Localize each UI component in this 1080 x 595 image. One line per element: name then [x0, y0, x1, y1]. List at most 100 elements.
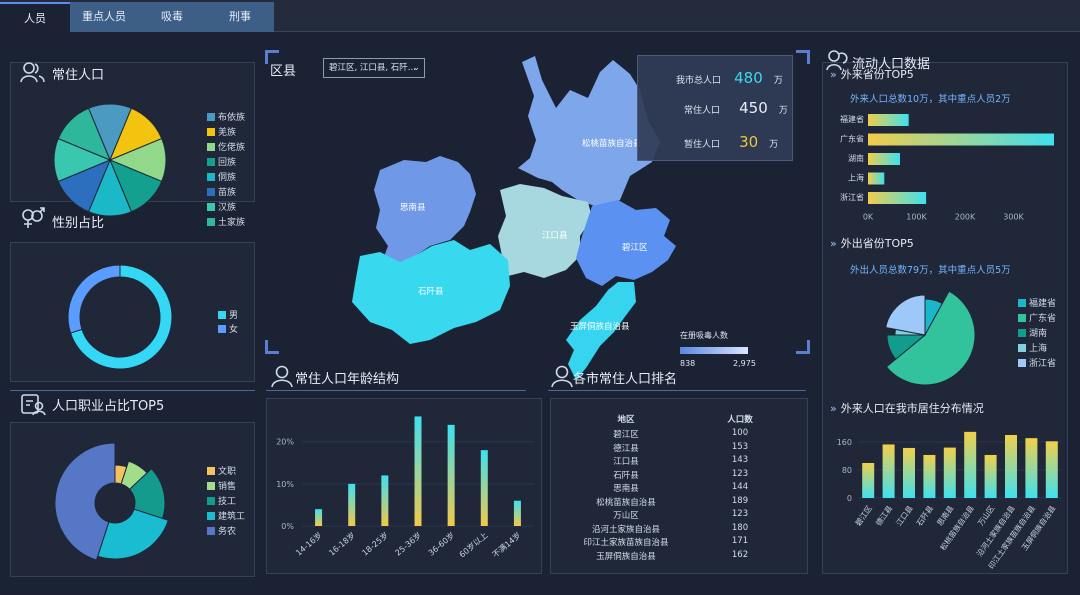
occupation-legend-item[interactable]: 销售 — [207, 479, 236, 492]
stat-row-resident: 常住人口 450 万 — [684, 98, 788, 117]
table-cell-population: 123 — [731, 468, 749, 479]
outbound-legend-item[interactable]: 上海 — [1018, 341, 1047, 354]
outbound-legend-item[interactable]: 湖南 — [1018, 326, 1047, 339]
occupation-legend-item[interactable]: 务农 — [207, 524, 236, 537]
map-corner-br — [796, 340, 810, 354]
outbound-legend-item[interactable]: 浙江省 — [1018, 356, 1056, 369]
legend-label: 布依族 — [218, 113, 246, 123]
legend-label: 男 — [229, 311, 239, 321]
dist-bar — [882, 444, 895, 498]
table-cell-region: 江口县 — [613, 457, 639, 467]
district-select[interactable]: 碧江区, 江口县, 石阡... ⌄ — [323, 58, 425, 78]
age-bar — [513, 500, 521, 526]
inbound-category-label: 湖南 — [848, 153, 864, 163]
table-cell-region: 沿河土家族自治县 — [591, 524, 660, 535]
legend-swatch — [1018, 329, 1026, 337]
legend-label: 汉族 — [218, 203, 237, 213]
table-cell-population: 100 — [731, 428, 749, 438]
stat-unit-total: 万 — [773, 76, 783, 86]
tab-criminal[interactable]: 刑事 — [206, 2, 274, 32]
tab-key-personnel[interactable]: 重点人员 — [70, 2, 138, 32]
district-map: 思南县 松桃苗族自治县 江口县 碧江区 石阡县 玉屏侗族自治县 — [352, 56, 676, 380]
age-bar-chart: 20% 10% 0%14-16岁 16-18岁 18-25岁 25-36岁 36-60岁 60… — [276, 416, 534, 560]
legend-swatch — [207, 497, 215, 505]
table-cell-population: 153 — [731, 441, 749, 452]
gender-icon — [22, 207, 45, 228]
population-stats-card: 我市总人口 480 万 常住人口 450 万 暂住人口 30 万 — [637, 55, 793, 161]
double-chevron-icon: » — [830, 68, 837, 81]
age-bar — [480, 450, 488, 526]
legend-label: 销售 — [218, 482, 237, 492]
ethnicity-legend-item[interactable]: 回族 — [207, 155, 236, 168]
inbound-category-label: 上海 — [848, 173, 864, 183]
legend-swatch — [207, 173, 215, 181]
ethnicity-legend-item[interactable]: 苗族 — [207, 185, 236, 198]
ranking-title-underline — [548, 390, 806, 391]
tab-drugs[interactable]: 吸毒 — [138, 2, 206, 32]
outbound-note: 外出人员总数79万，其中重点人员5万 — [850, 265, 1011, 276]
legend-swatch — [207, 158, 215, 166]
legend-label: 回族 — [218, 158, 237, 168]
outbound-legend-item[interactable]: 广东省 — [1018, 311, 1056, 324]
ethnicity-legend-item[interactable]: 仡佬族 — [207, 140, 245, 153]
double-chevron-icon: » — [830, 402, 837, 415]
age-bar — [447, 424, 455, 526]
outbound-legend-item[interactable]: 福建省 — [1018, 296, 1056, 309]
inbound-xtick-label: 100K — [906, 213, 927, 222]
dist-xtick-label: 碧江区 — [853, 503, 874, 528]
dist-xtick-label: 万山区 — [975, 503, 996, 528]
ethnicity-legend-item[interactable]: 土家族 — [207, 215, 245, 228]
legend-swatch — [207, 203, 215, 211]
dist-ytick-label: 160 — [837, 438, 852, 447]
map-label-jiangkou: 江口县 — [542, 231, 568, 241]
ethnicity-legend-item[interactable]: 汉族 — [207, 200, 236, 213]
ranking-person-icon — [551, 365, 573, 388]
dist-bar — [903, 447, 915, 498]
legend-swatch — [207, 218, 215, 226]
inbound-category-label: 浙江省 — [840, 192, 864, 202]
mobile-population-icon — [826, 50, 848, 71]
dist-bar — [1025, 438, 1038, 498]
inbound-bar — [868, 153, 900, 165]
legend-label: 文职 — [218, 467, 237, 477]
stat-value-resident: 450 — [739, 99, 768, 117]
slice-土家族 — [57, 107, 111, 161]
legend-label: 建筑工 — [218, 512, 246, 522]
table-cell-region: 万山区 — [613, 511, 639, 521]
map-label-sinan: 思南县 — [400, 202, 426, 213]
table-cell-region: 碧江区 — [613, 430, 639, 440]
ethnicity-legend-item[interactable]: 羌族 — [207, 125, 236, 138]
chevron-down-icon: ⌄ — [412, 63, 420, 73]
gender-legend-item[interactable]: 女 — [218, 322, 238, 335]
age-ytick-label: 20% — [276, 438, 294, 447]
occupation-legend-item[interactable]: 技工 — [207, 494, 236, 507]
legend-swatch — [207, 512, 215, 520]
dist-bar — [862, 463, 875, 498]
occupation-legend-item[interactable]: 建筑工 — [207, 509, 245, 522]
ethnicity-legend-item[interactable]: 布依族 — [207, 110, 245, 123]
stat-unit-temporary: 万 — [769, 140, 779, 150]
legend-label: 技工 — [218, 497, 237, 507]
inbound-subtitle: » 外来省份TOP5 — [830, 66, 914, 82]
ranking-title: 各市常住人口排名 — [573, 372, 678, 387]
gender-legend-item[interactable]: 男 — [218, 308, 238, 321]
inbound-category-label: 广东省 — [840, 134, 864, 144]
dist-ytick-label: 80 — [842, 466, 852, 475]
dist-bar — [943, 447, 956, 498]
dist-bar — [923, 454, 936, 498]
map-district-label: 区县 — [270, 64, 297, 79]
slice-务农 — [55, 443, 116, 561]
dist-bar — [1005, 435, 1017, 498]
table-header-cell: 人口数 — [727, 415, 753, 425]
tab-personnel[interactable]: 人员 — [0, 2, 70, 32]
inbound-xtick-label: 300K — [1003, 213, 1024, 222]
age-bar — [315, 509, 323, 526]
occupation-legend-item[interactable]: 文职 — [207, 464, 236, 477]
ethnicity-legend-item[interactable]: 侗族 — [207, 170, 236, 183]
legend-label: 广东省 — [1029, 314, 1057, 324]
legend-swatch — [207, 467, 215, 475]
map-corner-tl — [265, 50, 279, 64]
outbound-subtitle-text: 外出省份TOP5 — [840, 237, 914, 250]
inbound-category-label: 福建省 — [840, 114, 864, 124]
ethnicity-title: 常住人口 — [52, 68, 105, 83]
